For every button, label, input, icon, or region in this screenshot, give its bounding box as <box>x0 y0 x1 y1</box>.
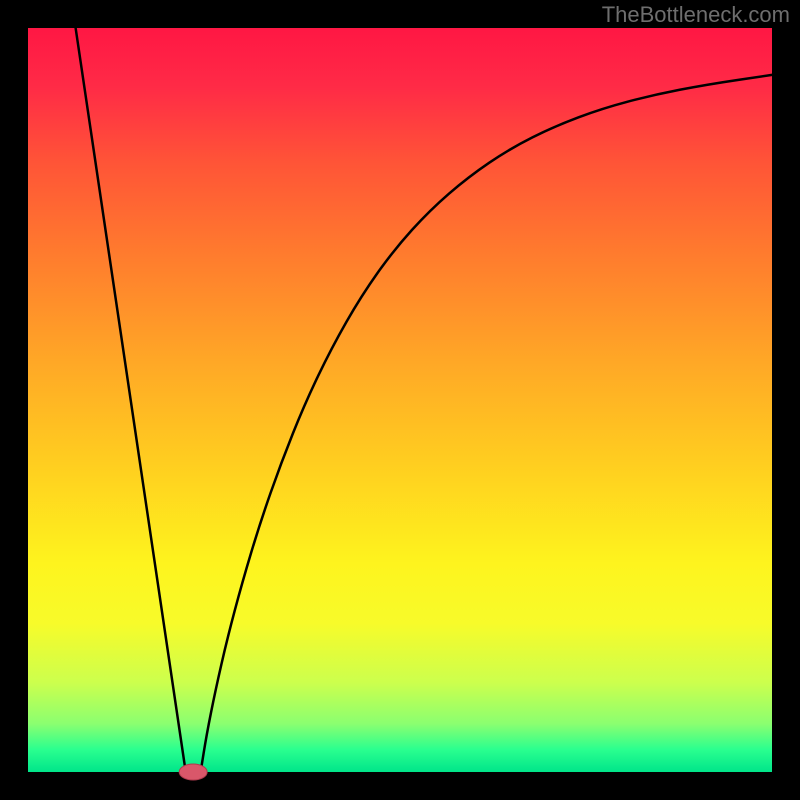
watermark-text: TheBottleneck.com <box>602 2 790 28</box>
bottleneck-chart <box>0 0 800 800</box>
min-marker <box>179 764 207 780</box>
gradient-background <box>28 28 772 772</box>
chart-container: { "watermark": { "text": "TheBottleneck.… <box>0 0 800 800</box>
